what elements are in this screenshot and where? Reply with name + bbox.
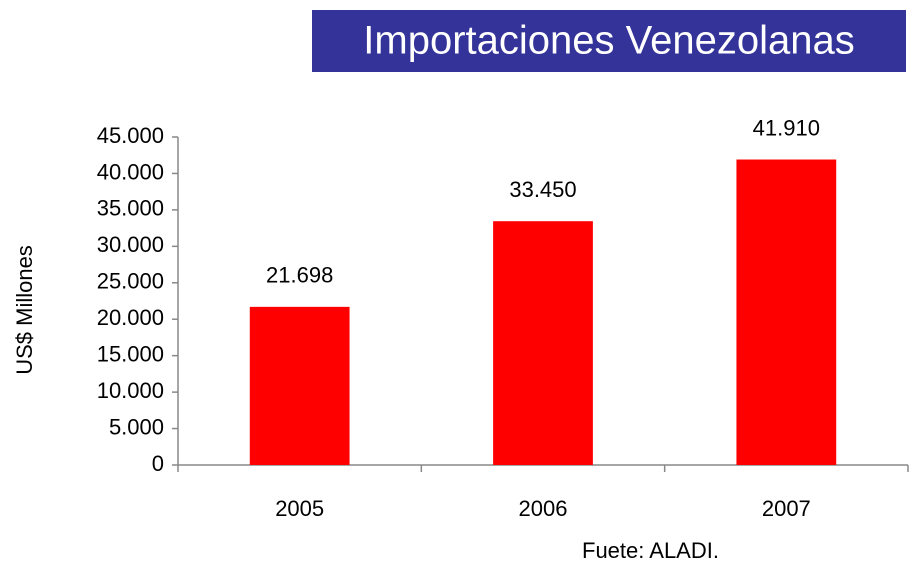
y-tick-label: 5.000 bbox=[109, 414, 164, 439]
y-tick-label: 25.000 bbox=[97, 269, 164, 294]
y-tick-label: 35.000 bbox=[97, 196, 164, 221]
bar bbox=[249, 306, 350, 465]
y-axis-label: US$ Millones bbox=[12, 245, 37, 375]
x-tick-label: 2005 bbox=[275, 496, 324, 521]
x-tick-label: 2006 bbox=[519, 496, 568, 521]
y-tick-label: 10.000 bbox=[97, 378, 164, 403]
y-tick-label: 0 bbox=[152, 451, 164, 476]
data-label: 33.450 bbox=[509, 177, 576, 202]
bar bbox=[736, 159, 837, 466]
chart-title: Importaciones Venezolanas bbox=[363, 19, 854, 63]
data-label: 41.910 bbox=[753, 115, 820, 140]
y-tick-label: 40.000 bbox=[97, 159, 164, 184]
bar bbox=[493, 221, 593, 465]
source-note: Fuete: ALADI. bbox=[582, 538, 719, 563]
y-tick-label: 30.000 bbox=[97, 232, 164, 257]
title-box bbox=[312, 10, 906, 72]
y-tick-label: 20.000 bbox=[97, 305, 164, 330]
y-tick-label: 15.000 bbox=[97, 341, 164, 366]
y-tick-label: 45.000 bbox=[97, 123, 164, 148]
x-tick-label: 2007 bbox=[762, 496, 811, 521]
data-label: 21.698 bbox=[266, 263, 333, 288]
